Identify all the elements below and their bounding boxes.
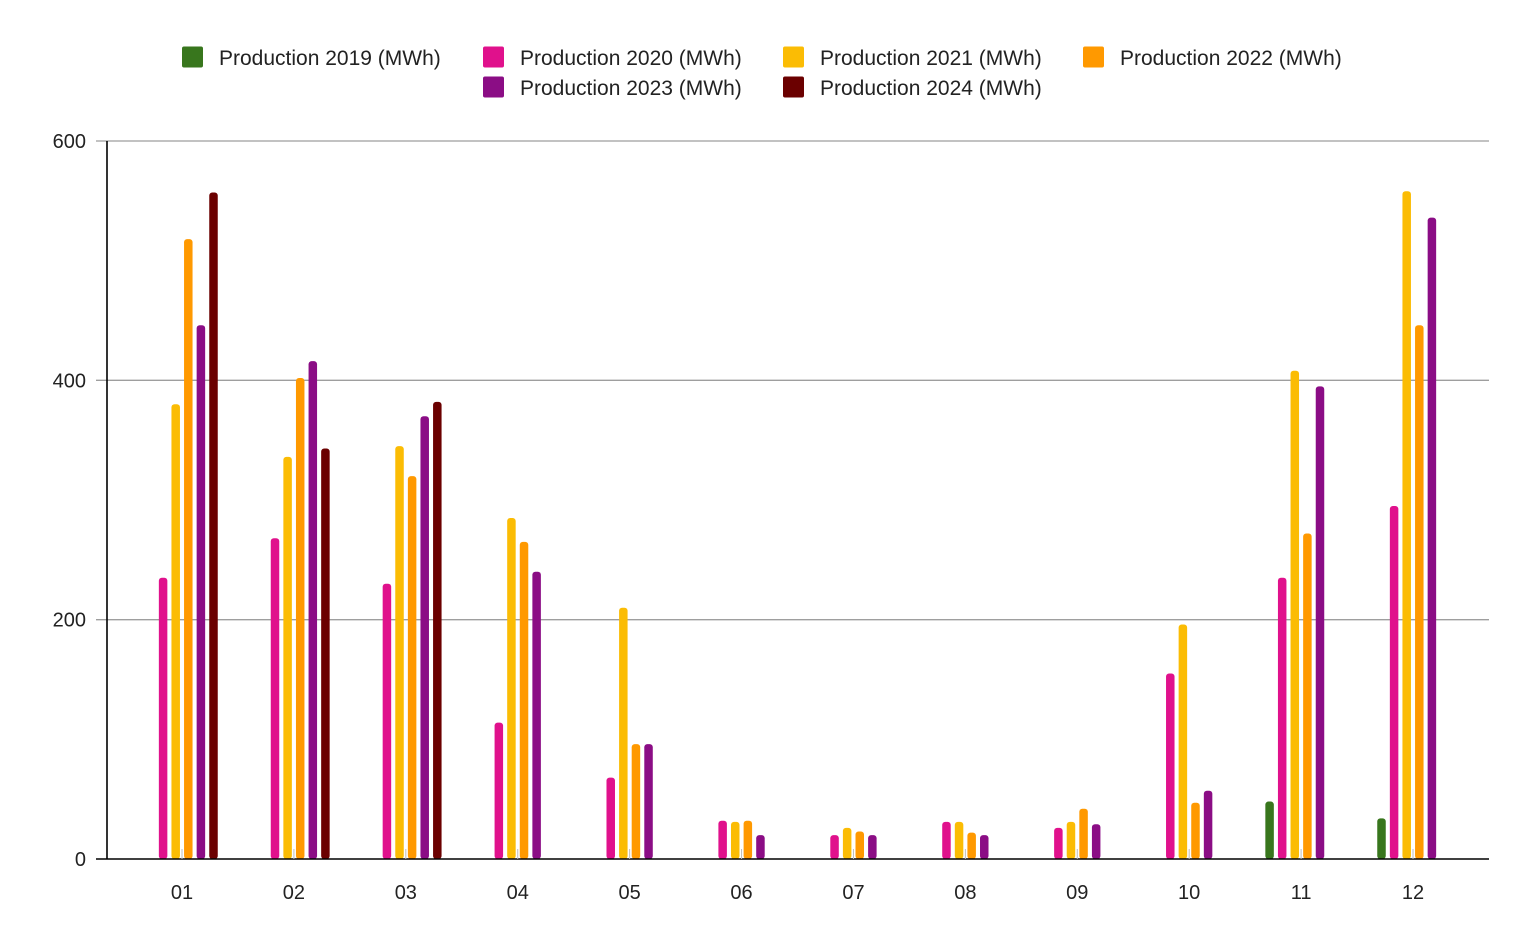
legend-swatch [182, 46, 203, 68]
bar [1191, 802, 1200, 859]
x-tick-label: 09 [1066, 882, 1088, 904]
bar [1054, 827, 1063, 859]
bar [171, 404, 180, 859]
legend-label: Production 2023 (MWh) [520, 77, 742, 100]
bar [395, 446, 404, 859]
bar [321, 448, 330, 859]
bar [1066, 821, 1076, 859]
legend-item: Production 2023 (MWh) [483, 76, 742, 100]
bar [830, 835, 839, 859]
bar [407, 476, 417, 859]
bar [631, 744, 641, 859]
x-tick-label: 12 [1402, 882, 1424, 904]
x-tick-label: 01 [171, 882, 193, 904]
legend-label: Production 2024 (MWh) [820, 77, 1042, 100]
x-tick-label: 05 [619, 882, 641, 904]
bar [1415, 325, 1424, 860]
bar [842, 827, 852, 859]
legend-item: Production 2024 (MWh) [783, 76, 1042, 100]
bar [1265, 801, 1274, 859]
bar [756, 835, 765, 859]
bar [433, 401, 442, 859]
bar [494, 722, 504, 859]
bar [420, 416, 429, 859]
bar [308, 361, 318, 859]
bar [644, 744, 653, 859]
bar [718, 820, 727, 859]
bar [619, 607, 628, 859]
legend-item: Production 2021 (MWh) [783, 46, 1042, 70]
bar [507, 517, 516, 859]
bar [295, 377, 305, 859]
bar [954, 821, 964, 859]
x-tick-label: 07 [842, 882, 864, 904]
y-tick-label: 200 [53, 610, 86, 632]
legend-label: Production 2021 (MWh) [820, 47, 1042, 70]
bars [158, 191, 1437, 860]
bar [1427, 217, 1437, 859]
x-tick-label: 11 [1291, 882, 1312, 904]
bar [1203, 790, 1213, 859]
bar [1178, 624, 1188, 859]
bar [283, 456, 292, 859]
bar [743, 820, 753, 859]
x-tick-label: 02 [283, 882, 305, 904]
legend-label: Production 2019 (MWh) [219, 47, 441, 70]
bar [967, 832, 976, 859]
x-tick-label: 10 [1178, 882, 1200, 904]
legend-item: Production 2022 (MWh) [1083, 46, 1342, 70]
bar [855, 831, 865, 859]
legend: Production 2019 (MWh) Production 2020 (MW… [182, 46, 1342, 100]
x-tick-label: 06 [730, 882, 752, 904]
bar [1389, 505, 1399, 859]
bar [270, 538, 280, 859]
bar [980, 835, 989, 859]
legend-swatch [783, 76, 804, 98]
bar [606, 777, 615, 859]
bar [196, 325, 206, 860]
bar [1315, 386, 1325, 859]
bar [868, 835, 877, 859]
legend-swatch [483, 46, 504, 68]
grid [96, 140, 1489, 621]
bar [382, 583, 392, 859]
bar [1402, 191, 1411, 859]
y-tick-label: 0 [75, 849, 86, 871]
bar [1166, 673, 1175, 859]
legend-item: Production 2019 (MWh) [182, 46, 441, 70]
legend-label: Production 2020 (MWh) [520, 47, 742, 70]
bar [209, 192, 218, 859]
tick-labels: 0 200 400 600 01 02 03 04 05 06 07 08 09 10 11 12 [53, 131, 1425, 904]
bar [730, 821, 740, 859]
legend-swatch [1083, 46, 1104, 68]
bar [158, 577, 168, 859]
bar [1290, 370, 1300, 859]
x-tick-label: 03 [395, 882, 417, 904]
bar [942, 821, 951, 859]
legend-swatch [783, 46, 804, 68]
bar [1377, 818, 1386, 859]
axes [96, 141, 1489, 860]
bar [1079, 808, 1088, 859]
x-tick-label: 08 [954, 882, 976, 904]
legend-item: Production 2020 (MWh) [483, 46, 742, 70]
bar [184, 239, 193, 860]
bar [1303, 533, 1312, 859]
bar [519, 541, 529, 859]
y-tick-label: 600 [53, 131, 86, 153]
y-tick-label: 400 [53, 370, 86, 392]
x-tick-label: 04 [507, 882, 529, 904]
bar [1277, 577, 1287, 859]
bar [532, 571, 541, 859]
legend-swatch [483, 76, 504, 98]
legend-label: Production 2022 (MWh) [1120, 47, 1342, 70]
bar [1091, 824, 1101, 859]
